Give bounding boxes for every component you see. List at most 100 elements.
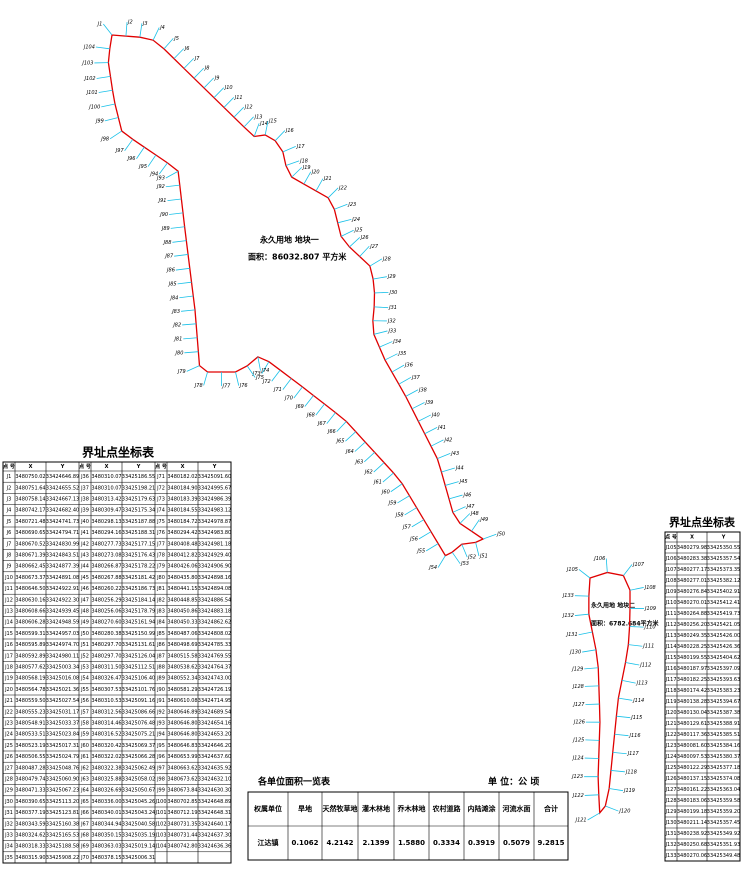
table-cell: J127: [664, 787, 676, 793]
table-cell: 33425023.84: [46, 732, 79, 738]
table-cell: 33424894.08: [198, 586, 231, 592]
table-cell: 33424830.99: [46, 541, 79, 547]
point-label: J24: [351, 217, 360, 223]
table-cell: 3480363.03: [91, 844, 121, 850]
table-cell: 3480130.04: [677, 710, 707, 716]
table-cell: 3480266.87: [91, 564, 121, 570]
table-cell: 33424922.30: [46, 597, 79, 603]
table-cell: J15: [4, 631, 13, 637]
table-cell: 3480270.60: [91, 620, 121, 626]
table-cell: J6: [6, 530, 12, 536]
table-cell: J38: [80, 497, 89, 503]
callout-line: [437, 453, 451, 460]
point-label: J122: [572, 793, 584, 799]
table-cell: J40: [80, 519, 89, 525]
table-cell: 3480663.62: [167, 765, 197, 771]
table-cell: J56: [80, 698, 89, 704]
table-cell: J83: [156, 609, 165, 615]
table-cell: J82: [156, 597, 165, 603]
table-cell: J2: [6, 485, 12, 491]
table-cell: 3480653.99: [167, 754, 197, 760]
callout-line: [264, 121, 269, 136]
table-frame: [2, 461, 232, 864]
table-cell: 33425045.26: [122, 799, 155, 805]
point-label: J70: [284, 395, 293, 401]
point-label: J74: [261, 368, 270, 374]
table-cell: 33424637.30: [198, 833, 231, 839]
callout-line: [612, 751, 627, 755]
table-cell: 33425380.37: [707, 754, 740, 760]
table-cell: 3480751.64: [15, 485, 45, 491]
table-header: X: [690, 535, 694, 541]
callout-line: [578, 631, 593, 636]
callout-line: [175, 267, 190, 271]
callout-line: [257, 356, 261, 371]
table-cell: J108: [664, 578, 676, 584]
point-label: J55: [416, 548, 425, 554]
table-cell: 33424653.20: [198, 732, 231, 738]
point-label: J66: [327, 429, 336, 435]
point-label: J16: [285, 128, 294, 134]
table-cell: J88: [156, 665, 165, 671]
callout-line: [616, 715, 631, 719]
point-label: J19: [302, 165, 311, 171]
point-label: J35: [397, 351, 406, 357]
table-cell: 3480673.37: [15, 575, 45, 581]
callout-line: [441, 467, 455, 473]
point-label: J65: [336, 439, 345, 445]
table-cell: 33425179.63: [122, 497, 155, 503]
table-cell: 33425060.90: [46, 777, 79, 783]
point-label: J83: [171, 309, 180, 315]
table-cell: 33425048.76: [46, 765, 79, 771]
table-cell: J73: [156, 497, 165, 503]
table-cell: J99: [156, 788, 165, 794]
table-cell: 3480441.15: [167, 586, 197, 592]
table-cell: 3480523.19: [15, 743, 45, 749]
table-cell: 33425402.91: [707, 589, 740, 595]
table-cell: J122: [664, 732, 676, 738]
callout-line: [374, 292, 389, 294]
parcel-area: 面积：86032.807 平方米: [248, 252, 347, 262]
table-header: 内陆滩涂: [468, 804, 496, 813]
table-cell: 3480408.48: [167, 541, 197, 547]
table-cell: J44: [80, 564, 89, 570]
point-label: J18: [299, 158, 308, 164]
table-cell: 3480250.68: [677, 842, 707, 848]
table-cell: 33425412.41: [707, 600, 740, 606]
table-cell: 33425123.81: [46, 810, 79, 816]
point-label: J34: [392, 339, 401, 345]
table-cell: 3480228.25: [677, 644, 707, 650]
callout-line: [165, 170, 179, 179]
callout-line: [373, 462, 385, 473]
callout-line: [628, 644, 643, 647]
table-cell: J31: [4, 810, 13, 816]
table-cell: 3480731.44: [167, 833, 197, 839]
table-cell: J114: [664, 644, 676, 650]
callout-line: [430, 439, 444, 447]
table-cell: 33425024.79: [46, 754, 79, 760]
table-cell: 33425393.63: [707, 677, 740, 683]
point-label: J9: [214, 75, 220, 81]
table-cell: 33425184.14: [122, 597, 155, 603]
table-header: X: [181, 464, 185, 470]
callout-line: [390, 483, 403, 493]
table-cell: J98: [156, 777, 165, 783]
callout-line: [382, 472, 394, 483]
table-cell: J19: [4, 676, 13, 682]
table-cell: 33425040.58: [122, 821, 155, 827]
callout-line: [574, 613, 589, 616]
table-cell: J133: [664, 853, 676, 859]
table-cell: 0.3334: [433, 839, 460, 847]
table-cell: J48: [80, 609, 89, 615]
point-label: J109: [644, 606, 656, 612]
table-cell: 33425027.54: [46, 698, 79, 704]
table-cell: J59: [80, 732, 89, 738]
table-cell: 33425397.09: [707, 666, 740, 672]
table-cell: 33425404.62: [707, 655, 740, 661]
table-cell: 3480270.06: [677, 853, 707, 859]
table-cell: J25: [4, 743, 13, 749]
table-cell: 3480320.42: [91, 743, 121, 749]
callout-line: [274, 130, 286, 141]
callout-line: [425, 543, 439, 552]
point-label: J3: [142, 21, 148, 27]
